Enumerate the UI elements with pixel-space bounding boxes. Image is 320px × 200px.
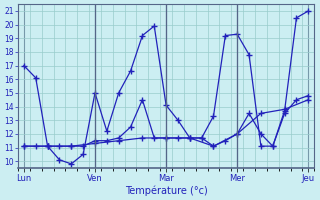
X-axis label: Température (°c): Température (°c) (125, 185, 207, 196)
